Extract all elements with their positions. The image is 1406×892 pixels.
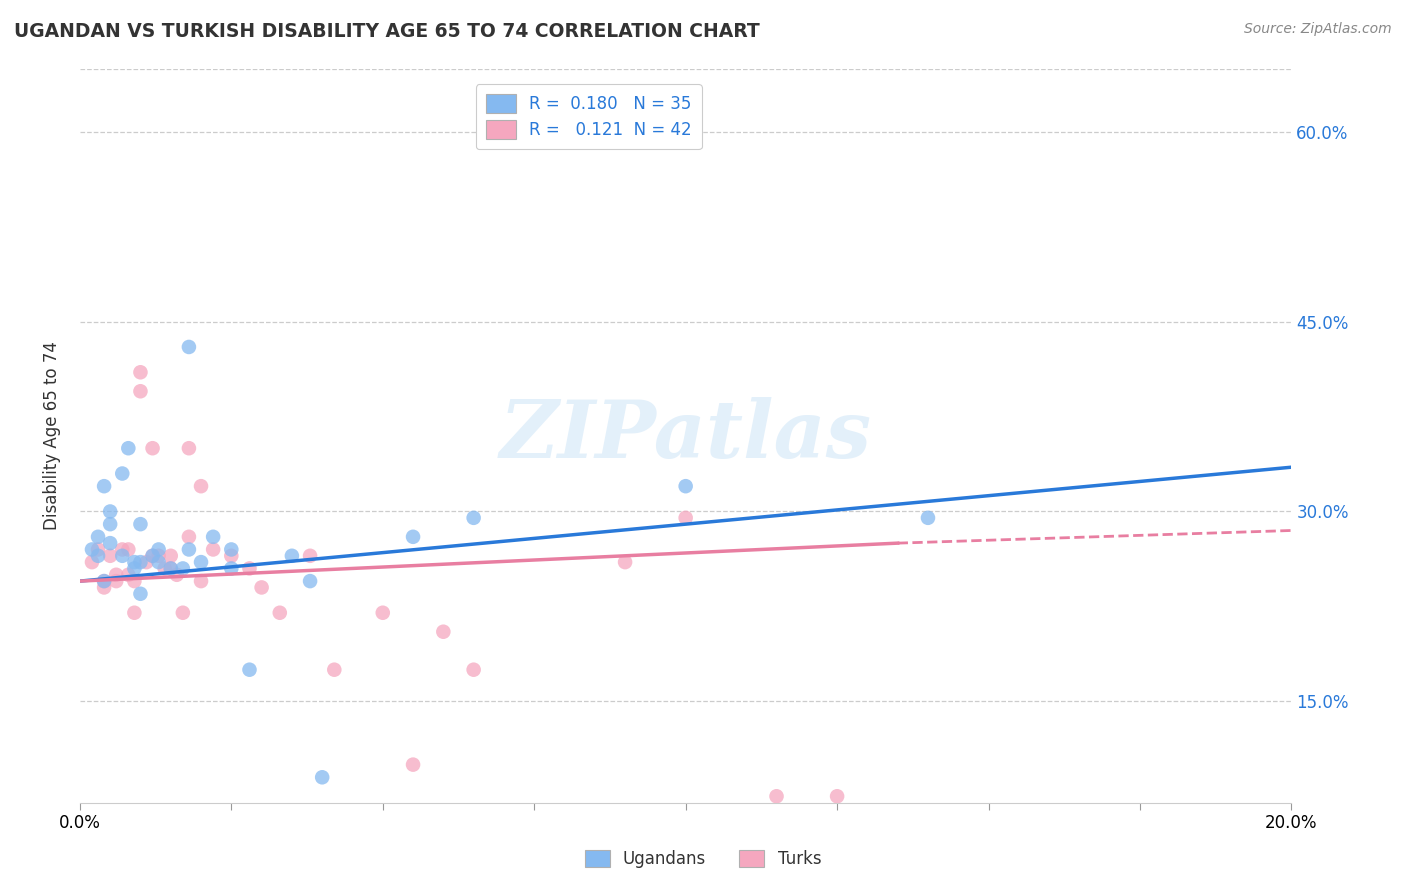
Point xyxy=(371,606,394,620)
Point xyxy=(124,555,146,569)
Point xyxy=(238,561,260,575)
Point xyxy=(98,504,121,518)
Point xyxy=(111,549,134,563)
Point xyxy=(463,663,485,677)
Point xyxy=(129,555,152,569)
Point xyxy=(190,574,212,588)
Point xyxy=(269,606,291,620)
Point xyxy=(87,542,110,557)
Point xyxy=(177,441,200,455)
Point xyxy=(105,567,128,582)
Point xyxy=(98,549,121,563)
Point xyxy=(917,511,939,525)
Point xyxy=(172,606,194,620)
Point xyxy=(177,530,200,544)
Point xyxy=(142,441,165,455)
Point xyxy=(190,555,212,569)
Point xyxy=(765,789,787,804)
Point xyxy=(93,574,115,588)
Point xyxy=(172,561,194,575)
Point xyxy=(202,530,225,544)
Point xyxy=(190,479,212,493)
Point xyxy=(311,770,333,784)
Y-axis label: Disability Age 65 to 74: Disability Age 65 to 74 xyxy=(44,341,60,530)
Point xyxy=(177,340,200,354)
Point xyxy=(148,542,170,557)
Point xyxy=(250,581,273,595)
Point xyxy=(148,555,170,569)
Point xyxy=(129,517,152,532)
Point xyxy=(124,574,146,588)
Point xyxy=(80,555,103,569)
Point xyxy=(105,574,128,588)
Point xyxy=(159,549,181,563)
Point xyxy=(98,536,121,550)
Point xyxy=(166,567,188,582)
Point xyxy=(159,561,181,575)
Point xyxy=(202,542,225,557)
Point xyxy=(402,757,425,772)
Point xyxy=(98,517,121,532)
Point xyxy=(124,606,146,620)
Point xyxy=(675,479,697,493)
Point xyxy=(111,542,134,557)
Point xyxy=(93,479,115,493)
Point xyxy=(148,549,170,563)
Point xyxy=(402,530,425,544)
Point xyxy=(432,624,454,639)
Text: ZIPatlas: ZIPatlas xyxy=(499,397,872,475)
Point xyxy=(93,581,115,595)
Point xyxy=(142,549,165,563)
Point xyxy=(463,511,485,525)
Point xyxy=(614,555,637,569)
Point xyxy=(159,561,181,575)
Legend: R =  0.180   N = 35, R =   0.121  N = 42: R = 0.180 N = 35, R = 0.121 N = 42 xyxy=(475,84,702,149)
Point xyxy=(129,365,152,379)
Point xyxy=(129,384,152,399)
Legend: Ugandans, Turks: Ugandans, Turks xyxy=(578,843,828,875)
Point xyxy=(221,549,243,563)
Point xyxy=(221,561,243,575)
Point xyxy=(221,542,243,557)
Point xyxy=(238,663,260,677)
Point xyxy=(80,542,103,557)
Point xyxy=(135,555,157,569)
Point xyxy=(675,511,697,525)
Text: Source: ZipAtlas.com: Source: ZipAtlas.com xyxy=(1244,22,1392,37)
Point xyxy=(117,567,139,582)
Point xyxy=(153,561,176,575)
Point xyxy=(117,441,139,455)
Point xyxy=(323,663,346,677)
Point xyxy=(825,789,848,804)
Point xyxy=(142,549,165,563)
Point xyxy=(87,549,110,563)
Point xyxy=(117,542,139,557)
Point xyxy=(124,561,146,575)
Point xyxy=(299,574,322,588)
Text: UGANDAN VS TURKISH DISABILITY AGE 65 TO 74 CORRELATION CHART: UGANDAN VS TURKISH DISABILITY AGE 65 TO … xyxy=(14,22,759,41)
Point xyxy=(93,574,115,588)
Point xyxy=(87,530,110,544)
Point xyxy=(177,542,200,557)
Point xyxy=(299,549,322,563)
Point xyxy=(281,549,304,563)
Point xyxy=(111,467,134,481)
Point xyxy=(129,587,152,601)
